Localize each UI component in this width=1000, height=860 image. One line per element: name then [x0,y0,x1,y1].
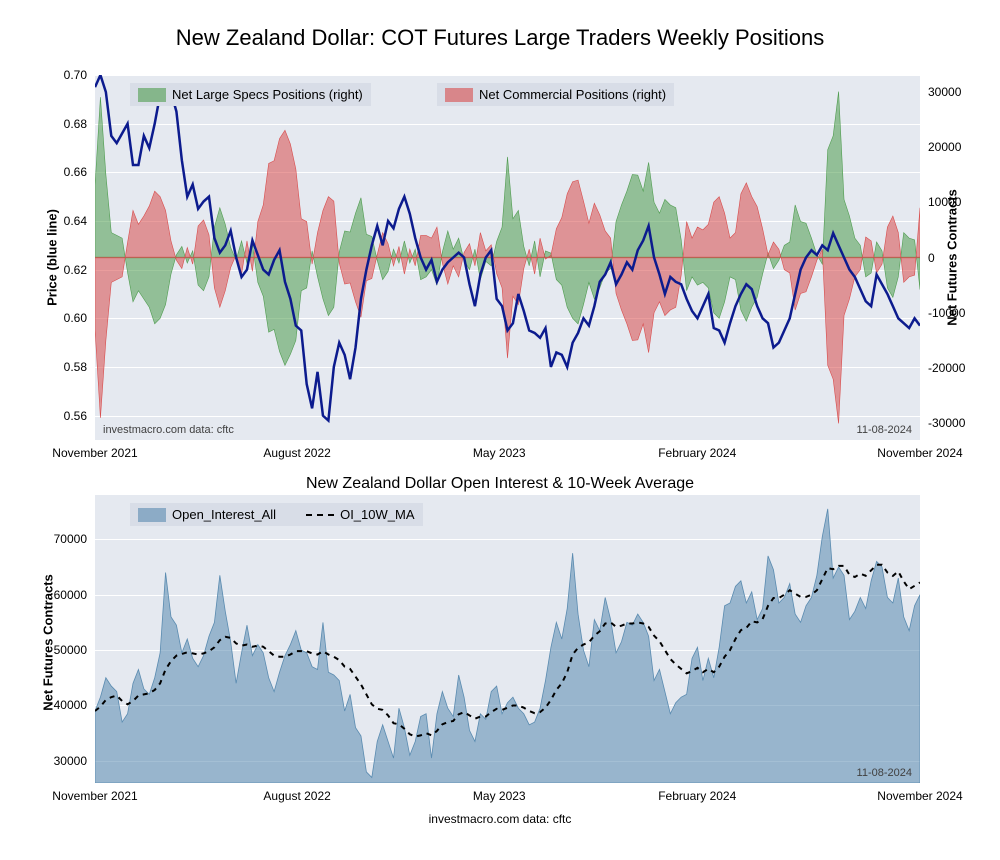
chart1-legend-specs: Net Large Specs Positions (right) [130,83,371,106]
legend-label-oi: Open_Interest_All [172,507,276,522]
legend-patch-oi [138,508,166,522]
legend-patch-specs [138,88,166,102]
chart2-annotation-right: 11-08-2024 [857,767,912,779]
legend-label-specs: Net Large Specs Positions (right) [172,87,363,102]
legend-label-ma: OI_10W_MA [340,507,414,522]
chart1-ylabel-right: Net Futures Contracts [945,178,960,338]
main-title: New Zealand Dollar: COT Futures Large Tr… [0,0,1000,51]
chart-container: New Zealand Dollar: COT Futures Large Tr… [0,0,1000,860]
legend-line-ma [306,514,334,516]
chart1-ylabel-left: Price (blue line) [45,198,60,318]
chart1-legend-comm: Net Commercial Positions (right) [437,83,674,106]
chart1-svg [95,75,920,440]
chart2-legend: Open_Interest_All OI_10W_MA [130,503,423,526]
legend-label-comm: Net Commercial Positions (right) [479,87,666,102]
footer-caption: investmacro.com data: cftc [429,812,572,826]
chart2-plot-area: 3000040000500006000070000 November 2021A… [95,495,920,783]
chart1-annotation-right: 11-08-2024 [857,424,912,436]
chart2-subtitle: New Zealand Dollar Open Interest & 10-We… [0,465,1000,493]
chart1-annotation-left: investmacro.com data: cftc [103,424,234,436]
legend-patch-comm [445,88,473,102]
chart2-svg [95,495,920,783]
chart2-ylabel-left: Net Futures Contracts [41,563,56,723]
chart1-plot-area: 0.560.580.600.620.640.660.680.70 -30000-… [95,75,920,440]
